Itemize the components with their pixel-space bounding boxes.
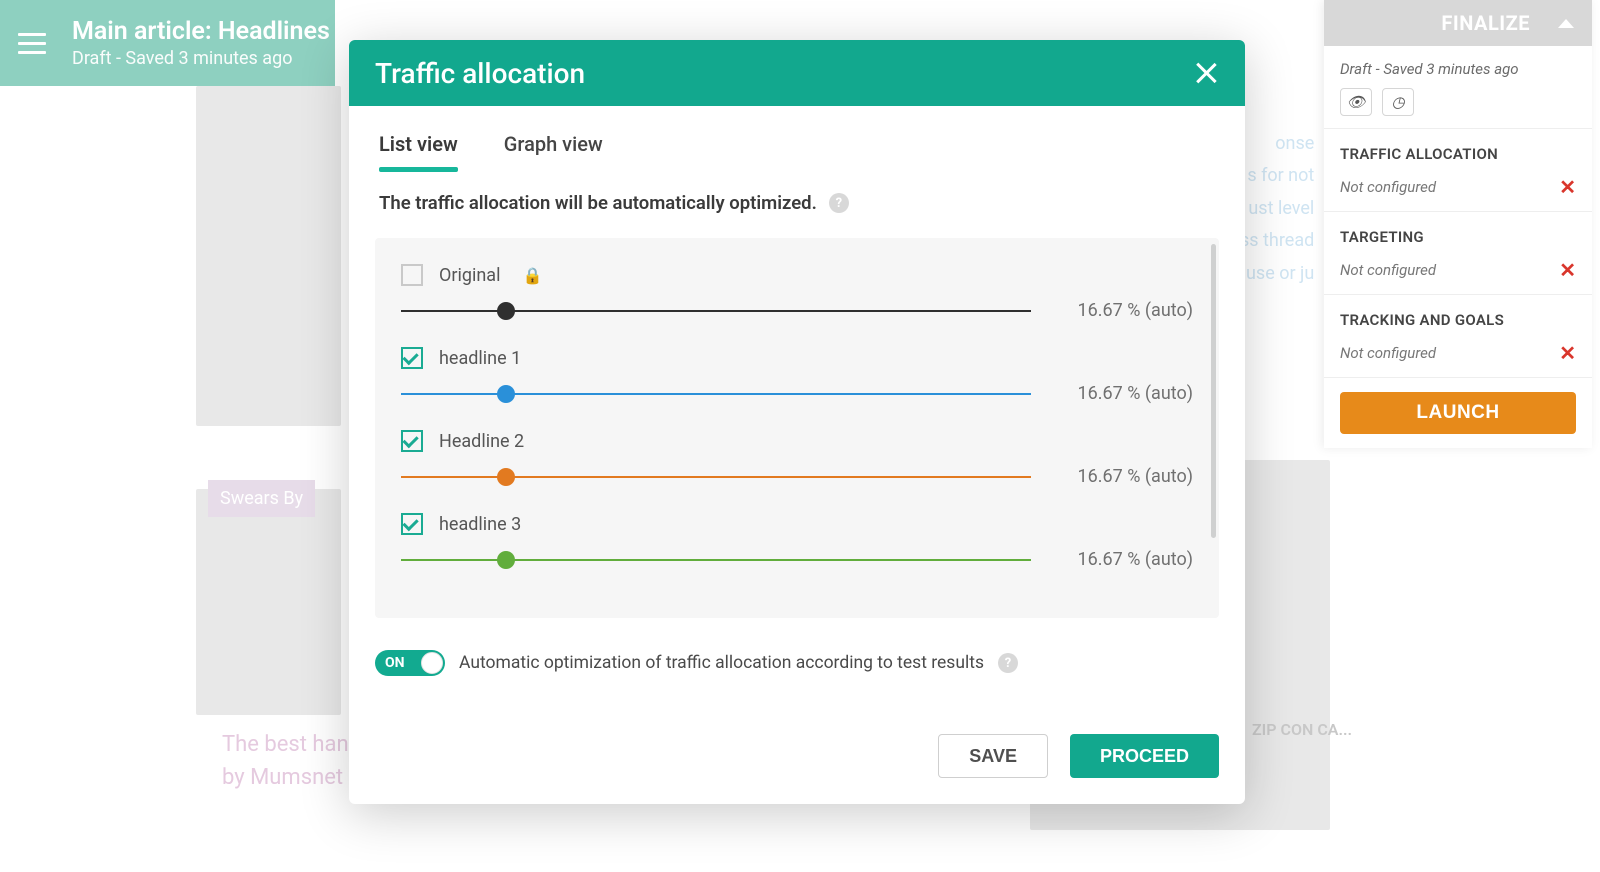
variant-label: headline 1 (439, 348, 521, 369)
variant-checkbox[interactable] (401, 347, 423, 369)
save-button[interactable]: SAVE (938, 734, 1048, 778)
lock-icon: 🔒 (522, 266, 542, 285)
slider-value: 16.67 % (auto) (1047, 383, 1193, 404)
card-caption: The best han by Mumsnet (222, 728, 349, 794)
modal-description: The traffic allocation will be automatic… (379, 192, 817, 214)
variant-label: Headline 2 (439, 431, 524, 452)
toggle-state-label: ON (385, 655, 405, 671)
section-title: TARGETING (1340, 228, 1576, 246)
status-error-icon: ✕ (1559, 260, 1576, 280)
finalize-section-targeting[interactable]: TARGETING Not configured ✕ (1324, 212, 1592, 295)
slider-track[interactable] (401, 476, 1031, 478)
finalize-section-tracking[interactable]: TRACKING AND GOALS Not configured ✕ (1324, 295, 1592, 378)
slider-group: headline 1 16.67 % (auto) (401, 347, 1193, 404)
close-icon[interactable] (1193, 60, 1219, 86)
toggle-description: Automatic optimization of traffic alloca… (459, 653, 984, 673)
modal-footer: SAVE PROCEED (349, 676, 1245, 804)
toggle-knob (421, 652, 443, 674)
slider-value: 16.67 % (auto) (1047, 300, 1193, 321)
auto-optimize-toggle[interactable]: ON (375, 650, 445, 676)
launch-button[interactable]: LAUNCH (1340, 392, 1576, 434)
variant-checkbox[interactable] (401, 513, 423, 535)
section-title: TRAFFIC ALLOCATION (1340, 145, 1576, 163)
variant-label: Original (439, 265, 500, 286)
page-save-status: Draft - Saved 3 minutes ago (72, 48, 330, 69)
history-icon[interactable]: ◷ (1382, 88, 1414, 116)
slider-thumb[interactable] (497, 468, 515, 486)
section-status: Not configured (1340, 344, 1436, 362)
product-zip-label: ZIP CON CA... (1252, 720, 1352, 739)
collapse-icon[interactable] (1558, 19, 1574, 28)
tab-list-view[interactable]: List view (379, 132, 458, 170)
section-status: Not configured (1340, 261, 1436, 279)
status-error-icon: ✕ (1559, 343, 1576, 363)
slider-thumb[interactable] (497, 385, 515, 403)
background-header: Main article: Headlines Draft - Saved 3 … (0, 0, 335, 86)
help-icon[interactable]: ? (829, 193, 849, 213)
proceed-button[interactable]: PROCEED (1070, 734, 1219, 778)
sliders-panel: Original 🔒 16.67 % (auto) headline 1 16.67 %… (375, 238, 1219, 618)
modal-tabs: List view Graph view (349, 106, 1245, 170)
variant-checkbox[interactable] (401, 430, 423, 452)
slider-track[interactable] (401, 310, 1031, 312)
slider-track[interactable] (401, 559, 1031, 561)
variant-label: headline 3 (439, 514, 521, 535)
variant-checkbox[interactable] (401, 264, 423, 286)
preview-icon[interactable]: 👁 (1340, 88, 1372, 116)
slider-track[interactable] (401, 393, 1031, 395)
section-title: TRACKING AND GOALS (1340, 311, 1576, 329)
finalize-header[interactable]: FINALIZE (1324, 0, 1592, 46)
finalize-panel: FINALIZE Draft - Saved 3 minutes ago 👁 ◷… (1324, 0, 1592, 448)
finalize-title: FINALIZE (1441, 11, 1530, 35)
help-icon[interactable]: ? (998, 653, 1018, 673)
modal-header: Traffic allocation (349, 40, 1245, 106)
page-title: Main article: Headlines (72, 17, 330, 46)
status-error-icon: ✕ (1559, 177, 1576, 197)
slider-thumb[interactable] (497, 302, 515, 320)
scrollbar[interactable] (1211, 244, 1216, 538)
finalize-section-traffic[interactable]: TRAFFIC ALLOCATION Not configured ✕ (1324, 129, 1592, 212)
background-blue-text: onse s for not ust level ss thread use o… (1240, 128, 1314, 290)
background-image-card (196, 489, 341, 715)
slider-group: Original 🔒 16.67 % (auto) (401, 264, 1193, 321)
modal-title: Traffic allocation (375, 57, 585, 90)
menu-icon[interactable] (18, 33, 46, 54)
slider-value: 16.67 % (auto) (1047, 466, 1193, 487)
background-image-left (196, 86, 341, 426)
slider-value: 16.67 % (auto) (1047, 549, 1193, 570)
section-status: Not configured (1340, 178, 1436, 196)
swears-by-tag: Swears By (208, 480, 315, 517)
slider-group: headline 3 16.67 % (auto) (401, 513, 1193, 570)
slider-thumb[interactable] (497, 551, 515, 569)
tab-graph-view[interactable]: Graph view (504, 132, 603, 170)
slider-group: Headline 2 16.67 % (auto) (401, 430, 1193, 487)
traffic-allocation-modal: Traffic allocation List view Graph view … (349, 40, 1245, 804)
finalize-status-text: Draft - Saved 3 minutes ago (1340, 60, 1576, 78)
